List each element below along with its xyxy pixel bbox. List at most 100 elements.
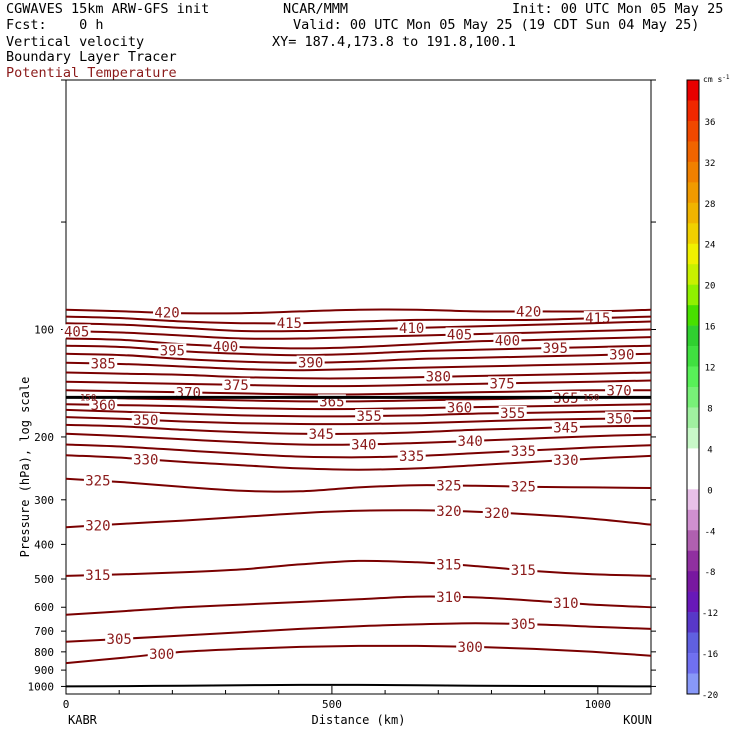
colorbar-swatch [687, 182, 699, 204]
y-tick-label: 700 [34, 625, 54, 638]
isentrope-label-385: 385 [91, 357, 116, 373]
colorbar-swatch [687, 530, 699, 552]
colorbar-tick-label: -12 [702, 609, 718, 619]
colorbar-swatch [687, 80, 699, 101]
isentrope-label-370: 370 [606, 383, 631, 399]
isentrope-label-bg [605, 383, 634, 398]
colorbar-swatch [687, 223, 699, 245]
isentrope-320 [65, 509, 652, 529]
colorbar-swatch [687, 673, 699, 695]
colorbar-swatch [687, 489, 699, 511]
colorbar-tick-label: 12 [705, 364, 716, 374]
isentrope-label-335: 335 [399, 449, 424, 465]
isentrope-label-bg [83, 518, 112, 533]
isentrope-label-395: 395 [543, 341, 568, 357]
isentrope-label-bg [551, 595, 580, 610]
isentrope-label-410: 410 [399, 321, 424, 337]
y-tick-label: 200 [34, 431, 54, 444]
isentrope-label-bg [275, 316, 304, 331]
surface-line [65, 683, 652, 688]
colorbar-swatch [687, 120, 699, 142]
isentrope-label-bg [509, 617, 538, 632]
isentrope-label-405: 405 [447, 327, 472, 343]
colorbar-swatch [687, 284, 699, 306]
isentrope-360 [65, 403, 652, 411]
x-tick-label: 1000 [585, 698, 612, 711]
isentrope-label-bg [355, 409, 384, 424]
isentrope-330 [65, 454, 652, 471]
isentrope-label-355: 355 [500, 406, 525, 422]
init-time: Init: 00 UTC Mon 05 May 25 [512, 1, 724, 17]
isentrope-label-320: 320 [484, 506, 509, 522]
colorbar-swatch [687, 366, 699, 388]
isentrope-label-bg [62, 324, 91, 339]
colorbar-tick-label: 0 [707, 486, 712, 496]
isentrope-400 [65, 336, 652, 350]
isentrope-label-bg [509, 563, 538, 578]
isentrope-label-390: 390 [298, 356, 323, 372]
valid-time: Valid: 00 UTC Mon 05 May 25 (19 CDT Sun … [293, 17, 700, 33]
isentrope-label-bg [158, 343, 187, 358]
y-axis-label: Pressure (hPa), log scale [18, 377, 32, 558]
y-tick-label: 800 [34, 646, 54, 659]
isentrope-label-345: 345 [309, 427, 334, 443]
isentrope-label-320: 320 [436, 504, 461, 520]
isentrope-label-bg [493, 333, 522, 348]
isentrope-label-bg [83, 567, 112, 582]
isentrope-310 [65, 595, 652, 616]
colorbar-unit: cm s-1 [703, 74, 730, 84]
plot-frame [65, 79, 652, 695]
isentrope-label-bg [147, 646, 176, 661]
isentrope-415 [65, 315, 652, 325]
isentrope-label-420: 420 [154, 306, 179, 322]
isentrope-label-bg [456, 433, 485, 448]
cross-section-coords: XY= 187.4,173.8 to 191.8,100.1 [272, 34, 516, 50]
isentrope-label-bg [349, 437, 378, 452]
isentrope-label-375: 375 [224, 378, 249, 394]
isentrope-label-415: 415 [277, 316, 302, 332]
colorbar-swatch [687, 571, 699, 592]
model-title: CGWAVES 15km ARW-GFS init [6, 1, 210, 17]
isentrope-label-335: 335 [511, 444, 536, 460]
colorbar-swatch [687, 448, 699, 470]
y-tick-label: 600 [34, 601, 54, 614]
isentrope-label-bg [551, 453, 580, 468]
isentrope-label-395: 395 [160, 343, 185, 359]
small-contour-label-left: 150 [80, 393, 96, 403]
isentrope-label-345: 345 [553, 420, 578, 436]
y-tick-label: 900 [34, 664, 54, 677]
isentrope-label-bg [434, 504, 463, 519]
isentrope-label-305: 305 [511, 617, 536, 633]
isentrope-label-405: 405 [64, 324, 89, 340]
isentrope-label-315: 315 [436, 557, 461, 573]
colorbar-swatch [687, 243, 699, 265]
isentrope-label-360: 360 [447, 400, 472, 416]
x-axis-label: Distance (km) [312, 713, 406, 727]
isentrope-label-325: 325 [85, 474, 110, 490]
isentrope-label-bg [509, 479, 538, 494]
colorbar-swatch [687, 407, 699, 429]
isentrope-label-bg [607, 347, 636, 362]
isentrope-350 [65, 416, 652, 426]
colorbar-frame [686, 79, 700, 695]
colorbar-tick-label: -4 [705, 527, 716, 537]
isentrope-315 [65, 559, 652, 577]
isentrope-label-bg [482, 505, 511, 520]
isentrope-label-320: 320 [85, 518, 110, 534]
colorbar-swatch [687, 632, 699, 654]
isentrope-label-bg [434, 557, 463, 572]
isentrope-335 [65, 443, 652, 459]
colorbar-tick-label: 20 [705, 282, 716, 292]
isentrope-label-310: 310 [553, 596, 578, 612]
y-tick-label: 500 [34, 573, 54, 586]
colorbar-swatch [687, 550, 699, 572]
isentrope-410 [65, 320, 652, 333]
isentrope-label-bg [488, 376, 517, 391]
isentrope-390 [65, 352, 652, 364]
colorbar-swatch [687, 612, 699, 633]
isentrope-label-375: 375 [489, 376, 514, 392]
colorbar-tick-label: 28 [705, 200, 716, 210]
isentrope-label-380: 380 [426, 370, 451, 386]
isentrope-label-bg [397, 449, 426, 464]
colorbar-swatch [687, 325, 699, 347]
